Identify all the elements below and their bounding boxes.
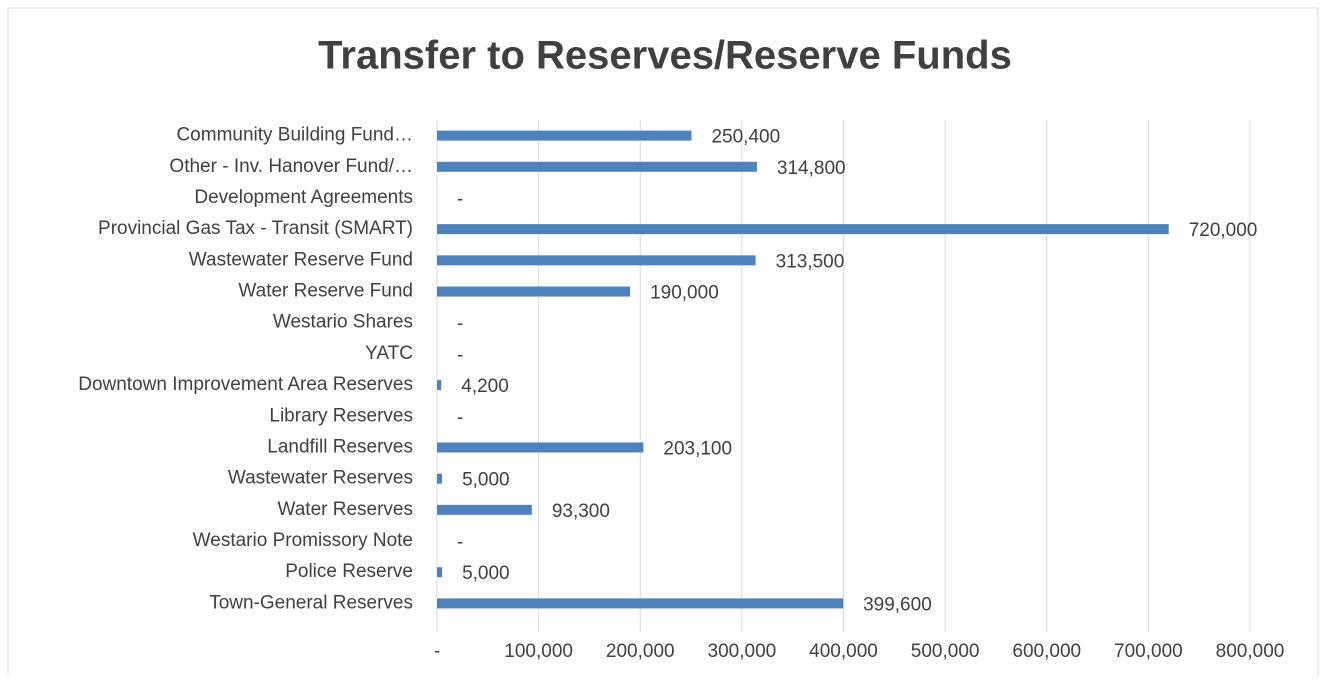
- data-label: 399,600: [863, 594, 932, 615]
- x-tick-label: 500,000: [911, 641, 980, 662]
- x-tick-label: 300,000: [708, 641, 777, 662]
- data-label: -: [457, 189, 463, 210]
- y-tick-label: Wastewater Reserves: [228, 468, 413, 489]
- chart-title: Transfer to Reserves/Reserve Funds: [318, 34, 1012, 78]
- y-tick-label: Westario Shares: [273, 312, 413, 333]
- x-tick-label: 400,000: [809, 641, 878, 662]
- data-label: 314,800: [777, 158, 846, 179]
- data-label: -: [457, 314, 463, 335]
- x-tick-label: 700,000: [1114, 641, 1183, 662]
- bar: [437, 504, 532, 515]
- y-tick-label: YATC: [365, 343, 413, 364]
- y-tick-label: Water Reserves: [278, 499, 414, 520]
- data-label: 5,000: [462, 470, 510, 491]
- chart-frame: [7, 7, 1319, 680]
- data-label: 190,000: [650, 283, 719, 304]
- y-tick-label: Westario Promissory Note: [193, 530, 413, 551]
- x-tick-label: -: [434, 641, 440, 662]
- y-tick-label: Provincial Gas Tax - Transit (SMART): [98, 218, 413, 239]
- data-label: -: [457, 532, 463, 553]
- y-tick-label: Town-General Reserves: [209, 592, 413, 613]
- y-tick-label: Water Reserve Fund: [238, 281, 413, 302]
- data-label: 250,400: [711, 127, 780, 148]
- x-tick-label: 600,000: [1012, 641, 1081, 662]
- data-label: 313,500: [776, 251, 845, 272]
- y-tick-label: Community Building Fund…: [176, 125, 413, 146]
- data-label: -: [457, 407, 463, 428]
- bar: [437, 598, 844, 609]
- bar: [437, 130, 692, 141]
- y-tick-label: Other - Inv. Hanover Fund/…: [169, 156, 413, 177]
- bar: [437, 442, 644, 453]
- bar: [437, 380, 442, 391]
- x-tick-label: 100,000: [504, 641, 573, 662]
- bar: [437, 473, 443, 484]
- bar: [437, 161, 757, 172]
- y-tick-label: Police Reserve: [285, 561, 413, 582]
- y-tick-label: Library Reserves: [269, 405, 413, 426]
- bar: [437, 567, 443, 578]
- data-label: 720,000: [1189, 220, 1258, 241]
- y-tick-label: Downtown Improvement Area Reserves: [78, 374, 413, 395]
- y-tick-label: Landfill Reserves: [267, 436, 413, 457]
- x-tick-label: 200,000: [606, 641, 675, 662]
- y-tick-label: Wastewater Reserve Fund: [189, 249, 413, 270]
- data-label: 203,100: [663, 438, 732, 459]
- data-label: 93,300: [552, 501, 610, 522]
- bar: [437, 224, 1169, 235]
- x-tick-label: 800,000: [1216, 641, 1285, 662]
- bar: [437, 255, 756, 266]
- data-label: -: [457, 345, 463, 366]
- bar: [437, 286, 631, 297]
- data-label: 5,000: [462, 563, 510, 584]
- y-tick-label: Development Agreements: [194, 187, 413, 208]
- data-label: 4,200: [461, 376, 509, 397]
